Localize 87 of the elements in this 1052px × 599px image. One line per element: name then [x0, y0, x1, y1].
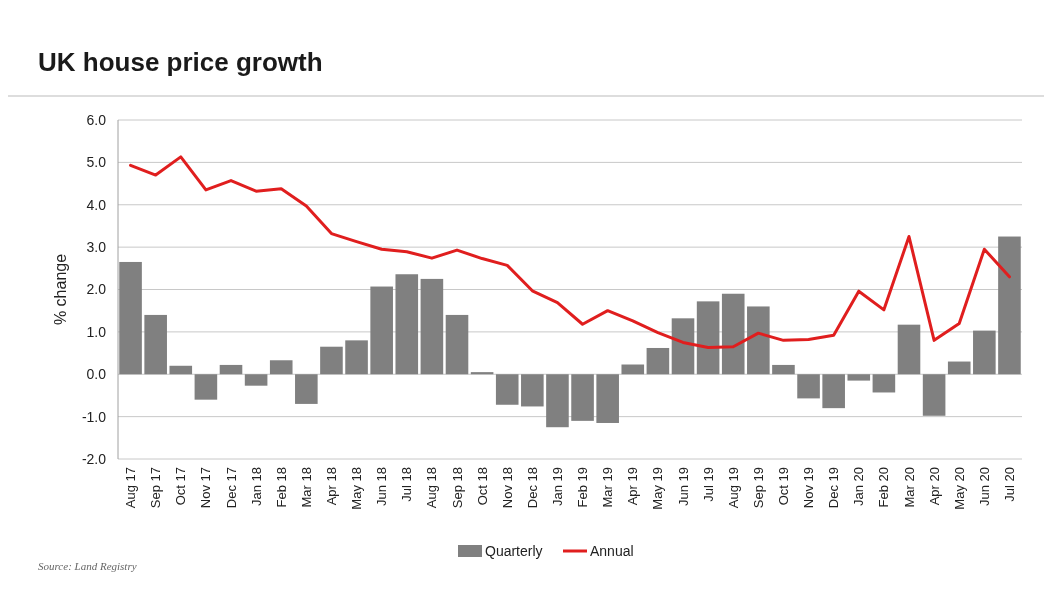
x-tick-label: Dec 19 [826, 467, 842, 509]
x-tick-label: May 20 [951, 467, 967, 510]
y-tick-label: 6.0 [86, 111, 107, 128]
x-tick-label: Jan 20 [851, 467, 867, 507]
bar [546, 374, 569, 428]
line-series [129, 155, 1011, 350]
bar [295, 374, 318, 404]
x-tick-label: Mar 20 [901, 467, 917, 508]
x-tick-label: Jan 19 [549, 467, 565, 507]
x-tick-label: May 19 [650, 467, 666, 510]
bar [320, 346, 343, 375]
y-tick-label: 3.0 [86, 239, 107, 256]
x-tick-label: Sep 19 [750, 467, 766, 509]
bar [571, 374, 594, 421]
x-tick-label: Nov 18 [499, 467, 515, 509]
bar [420, 278, 444, 375]
y-axis-title: % change [52, 253, 69, 326]
bar [345, 340, 368, 375]
bar [269, 360, 293, 375]
x-tick-label: Jul 19 [700, 467, 716, 502]
x-tick-label: Apr 18 [323, 467, 339, 506]
bar [696, 301, 720, 375]
bar [596, 374, 619, 423]
legend-label: Annual [590, 542, 634, 559]
bar [747, 306, 770, 375]
x-tick-label: Jul 18 [399, 467, 415, 502]
x-tick-label: May 18 [349, 467, 365, 510]
x-tick-label: Feb 19 [575, 467, 591, 508]
x-tick-label: Sep 18 [449, 467, 465, 509]
bar [897, 324, 921, 375]
bar [797, 374, 820, 399]
y-tick-label: 2.0 [86, 281, 107, 298]
x-tick-label: Aug 17 [123, 467, 139, 509]
x-tick-label: Nov 17 [198, 467, 214, 509]
y-tick-label: -1.0 [81, 408, 107, 425]
y-tick-label: 0.0 [86, 366, 107, 383]
bar [646, 347, 670, 375]
y-tick-label: 5.0 [86, 154, 107, 171]
bar [847, 374, 871, 381]
bar [495, 374, 519, 405]
x-tick-label: Jun 19 [675, 467, 691, 507]
bar [395, 274, 419, 375]
bar [144, 314, 167, 375]
bar [973, 330, 996, 375]
x-tick-label: Oct 17 [173, 467, 189, 506]
x-tick-label: Apr 20 [926, 467, 942, 506]
bar [445, 314, 469, 375]
x-tick-label: Feb 20 [876, 467, 892, 508]
bar [671, 318, 695, 375]
bar [370, 286, 393, 375]
bar [470, 372, 494, 375]
chart-title: UK house price growth [38, 47, 323, 77]
x-tick-label: Jul 20 [1001, 467, 1017, 502]
y-tick-label: 4.0 [86, 196, 107, 213]
bar [721, 293, 745, 375]
x-tick-label: Aug 18 [424, 467, 440, 509]
x-tick-label: Dec 18 [524, 467, 540, 509]
x-tick-label: Oct 18 [474, 467, 490, 506]
x-tick-label: Mar 18 [298, 467, 314, 508]
x-tick-label: Aug 19 [725, 467, 741, 509]
x-tick-label: Jun 20 [976, 467, 992, 507]
y-tick-label: 1.0 [86, 323, 107, 340]
source-note: Source: Land Registry [38, 560, 137, 572]
bar [822, 374, 845, 409]
bar [219, 364, 243, 375]
x-tick-label: Apr 19 [625, 467, 641, 506]
legend-label: Quarterly [485, 542, 543, 559]
x-tick-label: Oct 19 [775, 467, 791, 506]
x-tick-label: Mar 19 [600, 467, 616, 508]
bar [922, 374, 946, 416]
x-tick-label: Dec 17 [223, 467, 239, 509]
bar [947, 361, 971, 375]
x-tick-label: Jun 18 [374, 467, 390, 507]
x-tick-label: Sep 17 [148, 467, 164, 509]
x-tick-label: Nov 19 [801, 467, 817, 509]
bar [872, 374, 896, 393]
bar [998, 236, 1021, 375]
bar [194, 374, 218, 400]
bar [621, 364, 645, 375]
bar [169, 365, 193, 375]
x-tick-label: Feb 18 [273, 467, 289, 508]
bar [521, 374, 544, 407]
bar [119, 261, 142, 375]
bar [244, 374, 268, 386]
x-tick-label: Jan 18 [248, 467, 264, 507]
bar [772, 364, 795, 375]
y-tick-label: -2.0 [81, 450, 107, 467]
